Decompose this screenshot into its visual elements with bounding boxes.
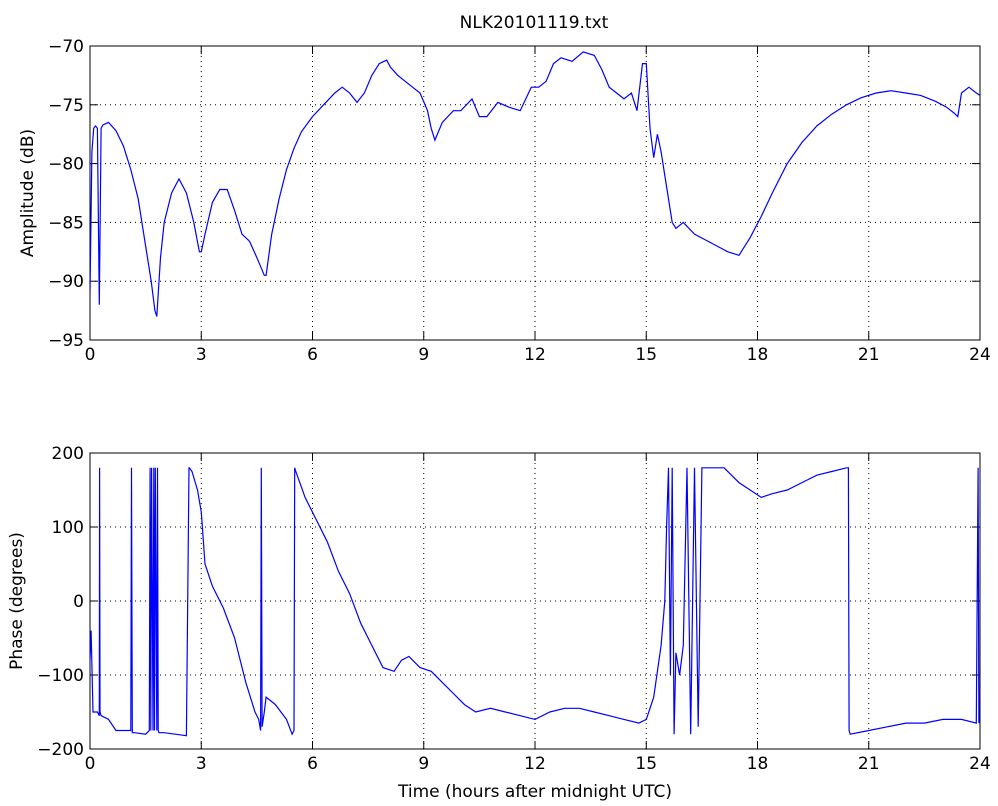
x-tick-label: 15 (635, 345, 657, 365)
x-tick-label: 9 (418, 754, 429, 774)
x-tick-label: 24 (969, 345, 991, 365)
y-axis-label: Amplitude (dB) (18, 129, 38, 257)
y-tick-label: −85 (48, 213, 84, 233)
phase-panel: 0 3 6 9 12 15 18 21 24 −200 −100 0 100 200 Phase (degr… (7, 444, 991, 802)
x-tick-label: 18 (747, 345, 769, 365)
x-tick-label: 6 (307, 345, 318, 365)
x-tick-label: 21 (858, 345, 880, 365)
y-tick-label: −90 (48, 272, 84, 292)
y-tick-label: −100 (37, 666, 84, 686)
y-tick-label: 0 (73, 592, 84, 612)
x-tick-label: 3 (196, 345, 207, 365)
x-tick-label: 0 (85, 754, 96, 774)
x-tick-label: 12 (524, 345, 546, 365)
y-tick-label: −80 (48, 155, 84, 175)
phase-series-line (90, 467, 980, 737)
chart-title: NLK20101119.txt (460, 13, 609, 33)
y-tick-label: −75 (48, 96, 84, 116)
amplitude-panel: 0 3 6 9 12 15 18 21 24 −95 −90 −85 −80 −75 −70 Amplitud… (18, 37, 991, 365)
x-tick-label: 15 (635, 754, 657, 774)
y-tick-label: −200 (37, 740, 84, 760)
x-tick-label: 12 (524, 754, 546, 774)
y-axis-label: Phase (degrees) (7, 532, 27, 670)
x-tick-label: 24 (969, 754, 991, 774)
y-tick-label: 100 (52, 518, 84, 538)
x-tick-label: 9 (418, 345, 429, 365)
x-tick-label: 6 (307, 754, 318, 774)
x-tick-label: 18 (747, 754, 769, 774)
axes-frame (89, 45, 981, 341)
y-tick-label: −95 (48, 331, 84, 351)
x-axis-label: Time (hours after midnight UTC) (397, 782, 672, 802)
amplitude-series-line (90, 51, 980, 317)
x-tick-label: 3 (196, 754, 207, 774)
x-tick-label: 0 (85, 345, 96, 365)
x-tick-label: 21 (858, 754, 880, 774)
y-tick-label: −70 (48, 37, 84, 57)
y-tick-label: 200 (52, 444, 84, 464)
